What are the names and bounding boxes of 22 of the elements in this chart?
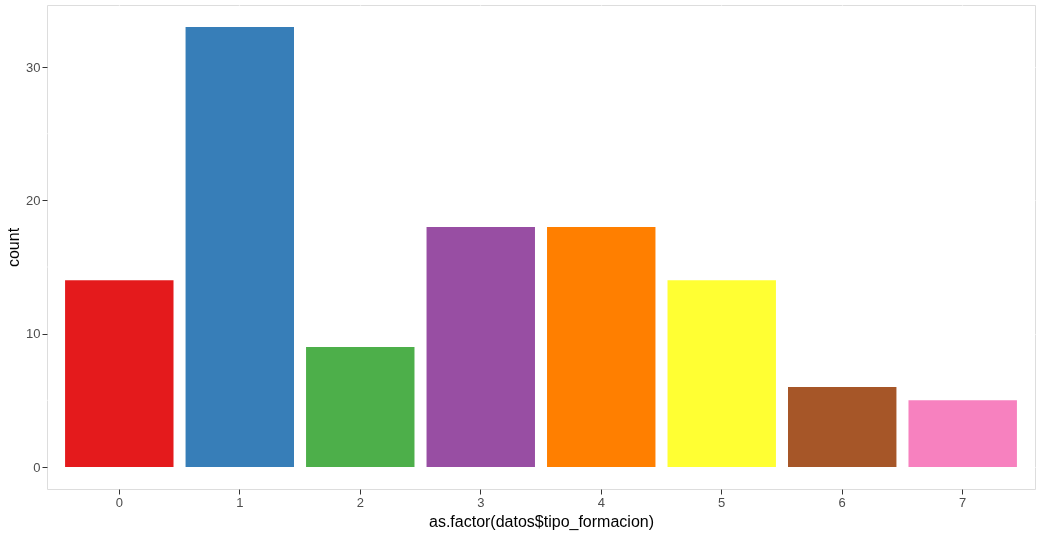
x-tick-label: 6	[838, 494, 846, 510]
x-tick-label: 5	[718, 494, 726, 510]
x-tick-label: 3	[477, 494, 485, 510]
x-axis-title: as.factor(datos$tipo_formacion)	[429, 512, 654, 531]
bar	[788, 387, 897, 467]
bar	[65, 280, 174, 467]
bar	[426, 227, 535, 467]
bar	[547, 227, 656, 467]
bar	[908, 400, 1017, 467]
y-tick-label: 20	[26, 192, 41, 208]
bar	[185, 27, 294, 467]
x-tick-label: 1	[236, 494, 244, 510]
y-tick-label: 30	[26, 59, 41, 75]
x-tick-label: 0	[115, 494, 123, 510]
y-tick-label: 0	[33, 459, 41, 475]
x-tick-label: 7	[959, 494, 967, 510]
bar	[667, 280, 776, 467]
y-axis-title: count	[5, 227, 23, 268]
x-tick-label: 4	[597, 494, 605, 510]
y-tick-label: 10	[26, 326, 41, 342]
x-tick-label: 2	[356, 494, 364, 510]
bar	[306, 347, 415, 467]
